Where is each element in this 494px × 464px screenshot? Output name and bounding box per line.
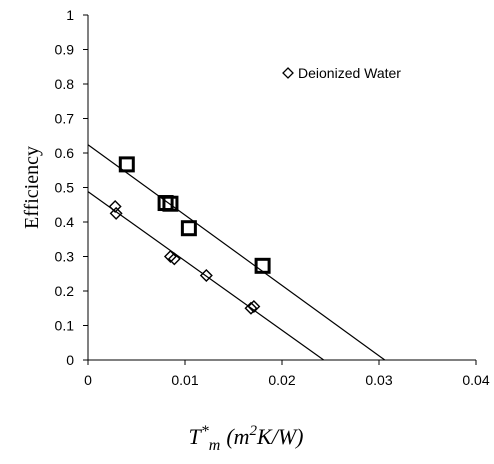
legend-marker-diamond [282,67,294,79]
data-points [108,156,271,315]
y-axis-label: Efficiency [21,146,43,229]
fit-line-square [87,144,386,361]
y-ticks: 0 0.1 0.2 0.3 0.4 0.5 0.6 0.7 0.8 0.9 1 [55,7,88,368]
point-diamond [244,301,258,315]
point-square [162,195,179,212]
y-tick-label: 0.6 [55,145,75,161]
y-tick-label: 0.5 [55,180,75,196]
point-square [118,156,135,173]
x-label-base: T [189,424,203,449]
y-tick-label: 0.9 [55,42,75,58]
x-label-unit-close: K/W) [256,424,303,449]
point-diamond [247,300,261,314]
y-tick-label: 0.8 [55,76,75,92]
point-diamond [163,250,177,263]
x-tick-label: 0.03 [365,372,392,388]
point-diamond [199,268,213,282]
x-label-subscript: m [209,437,221,454]
point-diamond [109,206,123,220]
y-tick-label: 0 [66,352,74,368]
x-label-star: * [201,423,209,440]
fit-lines [87,144,386,361]
point-square [180,220,197,237]
y-tick-label: 0.4 [55,214,75,230]
x-tick-label: 0.04 [462,372,489,388]
y-tick-label: 0.2 [55,283,75,299]
point-diamond [108,199,122,213]
x-ticks: 0 0.01 0.02 0.03 0.04 [84,360,490,388]
legend: Deionized Water [282,65,401,81]
point-diamond [167,252,181,266]
y-tick-label: 0.7 [55,111,75,127]
x-label-unit-open: (m [226,424,249,449]
x-label-unit-exp: 2 [250,423,258,439]
x-tick-label: 0.01 [171,372,198,388]
point-square [254,257,271,274]
legend-label: Deionized Water [298,65,401,81]
y-tick-label: 1 [66,7,74,23]
x-axis-label: T*m (m2K/W) [189,423,304,454]
x-tick-label: 0 [84,372,92,388]
y-tick-label: 0.1 [55,318,75,334]
fit-line-diamond [87,191,325,361]
x-tick-label: 0.02 [268,372,295,388]
y-tick-label: 0.3 [55,249,75,265]
